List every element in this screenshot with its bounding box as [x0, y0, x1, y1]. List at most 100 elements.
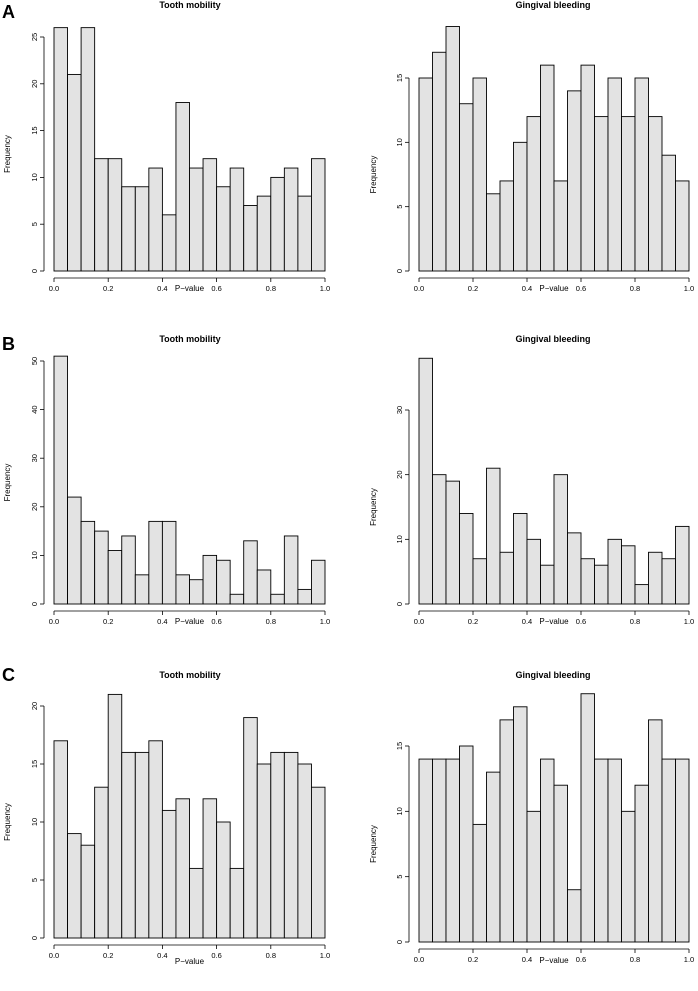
histogram-bar	[80, 520, 96, 605]
y-tick-label: 40	[30, 405, 39, 413]
x-axis-label: P−value	[539, 956, 569, 965]
histogram-bar	[607, 758, 622, 943]
charts-group: Tooth mobility 0 5 10 15 20 25 0.0 0.2 0.4 0.6 0.8 1…	[3, 0, 694, 966]
histogram-bar	[472, 823, 487, 943]
histogram-bar	[67, 73, 82, 272]
y-tick-label: 0	[395, 940, 404, 944]
histogram-bar	[67, 496, 82, 605]
histogram-5: Tooth mobility 0 5 10 15 20 0.0 0.2 0.4 0.6 0.8 1.0…	[3, 670, 330, 966]
histogram-bar	[648, 116, 663, 272]
histogram-bar	[175, 574, 190, 605]
x-tick-label: 1.0	[320, 284, 330, 293]
histogram-bar	[418, 758, 433, 943]
y-tick-label: 15	[395, 74, 404, 82]
histogram-bar	[472, 77, 487, 272]
histogram-bar	[472, 558, 487, 605]
histogram-bar	[499, 719, 514, 943]
histogram-bar	[594, 758, 609, 943]
histogram-bar	[513, 706, 528, 943]
histogram-6: Gingival bleeding 0 5 10 15 0.0 0.2 0.4 0.6 0.8 1.…	[369, 670, 694, 965]
histogram-bar	[161, 809, 177, 939]
histogram-bar	[189, 167, 204, 272]
histogram-bar	[499, 551, 514, 605]
histogram-bar	[175, 798, 190, 939]
x-axis-label: P−value	[539, 284, 569, 293]
y-tick-label: 5	[395, 875, 404, 879]
histogram-bar	[175, 102, 190, 272]
y-tick-label: 20	[395, 470, 404, 478]
histogram-1: Tooth mobility 0 5 10 15 20 25 0.0 0.2 0.4 0.6 0.8 1…	[3, 0, 330, 293]
histogram-bar	[161, 520, 177, 605]
histogram-bar	[418, 357, 433, 605]
y-tick-label: 10	[395, 535, 404, 543]
histogram-bar	[526, 116, 541, 272]
x-tick-label: 0.0	[49, 284, 59, 293]
histogram-bar	[648, 719, 663, 943]
x-tick-label: 0.8	[630, 955, 640, 964]
histogram-bar	[553, 474, 568, 605]
histogram-bar	[134, 186, 150, 272]
y-tick-label: 15	[30, 760, 39, 768]
x-axis-label: P−value	[175, 957, 205, 966]
x-tick-label: 1.0	[684, 955, 694, 964]
y-axis-label: Frequency	[3, 803, 12, 841]
histogram-bar	[134, 574, 150, 605]
histogram-bar	[107, 550, 123, 605]
histogram-bar	[229, 593, 245, 605]
x-tick-label: 0.8	[630, 617, 640, 626]
x-tick-label: 0.2	[468, 955, 478, 964]
y-tick-label: 20	[30, 503, 39, 511]
histogram-bar	[270, 176, 285, 272]
x-tick-label: 0.6	[211, 951, 221, 960]
histogram-bar	[107, 693, 123, 939]
histogram-bar	[256, 569, 272, 605]
histogram-bar	[270, 593, 285, 605]
y-tick-label: 10	[395, 807, 404, 815]
histogram-3: Tooth mobility 0 10 20 30 40 50 0.0 0.2 0.4 0.6 0.8…	[3, 334, 330, 626]
histogram-bar	[134, 751, 150, 939]
histogram-bar	[107, 158, 123, 272]
x-axis-label: P−value	[175, 284, 205, 293]
y-tick-label: 25	[30, 33, 39, 41]
histogram-bar	[580, 693, 595, 943]
histogram-bar	[121, 535, 136, 605]
chart-title: Gingival bleeding	[515, 334, 590, 344]
histogram-bar	[121, 751, 136, 939]
x-tick-label: 1.0	[320, 617, 330, 626]
histogram-bar	[459, 745, 474, 943]
histogram-bar	[540, 758, 555, 943]
x-tick-label: 0.4	[522, 955, 532, 964]
y-tick-label: 20	[30, 80, 39, 88]
x-tick-label: 0.4	[157, 284, 167, 293]
histogram-bar	[540, 564, 555, 605]
histogram-bar	[283, 535, 299, 605]
histogram-bar	[161, 214, 177, 272]
histogram-bar	[297, 588, 312, 605]
histogram-bar	[432, 758, 447, 943]
x-tick-label: 0.0	[414, 955, 424, 964]
histogram-bar	[202, 554, 218, 605]
y-tick-label: 0	[30, 936, 39, 940]
x-tick-label: 0.0	[414, 284, 424, 293]
y-tick-label: 10	[395, 138, 404, 146]
histogram-bar	[256, 763, 272, 939]
x-tick-label: 0.4	[522, 617, 532, 626]
x-tick-label: 0.8	[630, 284, 640, 293]
histogram-bar	[121, 186, 136, 272]
histogram-bar	[513, 513, 528, 605]
histogram-bar	[607, 538, 622, 605]
chart-title: Gingival bleeding	[515, 670, 590, 680]
histogram-bar	[594, 564, 609, 605]
histogram-bar	[216, 186, 231, 272]
x-tick-label: 0.0	[49, 617, 59, 626]
panel-letter-a: A	[2, 2, 15, 22]
histogram-4: Gingival bleeding 0 10 20 30 0.0 0.2 0.4 0.6 0.8 1…	[369, 334, 694, 626]
y-tick-label: 10	[30, 551, 39, 559]
histogram-bar	[594, 116, 609, 272]
histogram-bar	[513, 141, 528, 272]
histogram-bar	[567, 532, 582, 605]
histogram-bar	[148, 740, 163, 939]
histogram-bar	[580, 558, 595, 605]
y-tick-label: 0	[30, 602, 39, 606]
histogram-bar	[675, 525, 690, 605]
